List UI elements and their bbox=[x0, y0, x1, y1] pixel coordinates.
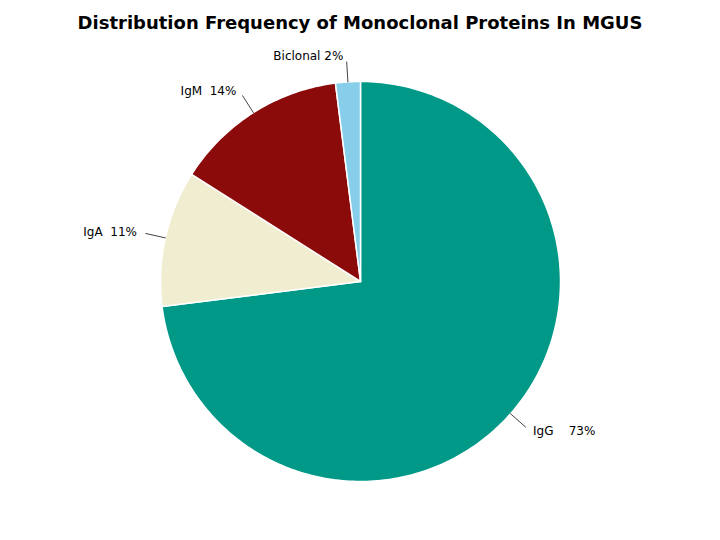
svg-text:IgG 73%: IgG 73% bbox=[533, 424, 595, 438]
svg-text:Biclonal 2%: Biclonal 2% bbox=[273, 49, 343, 63]
svg-text:IgM 14%: IgM 14% bbox=[181, 84, 237, 98]
svg-text:IgA 11%: IgA 11% bbox=[83, 225, 137, 239]
html-text:Distribution Frequency of Mono: Distribution Frequency of Monoclonal Pro… bbox=[77, 12, 643, 33]
